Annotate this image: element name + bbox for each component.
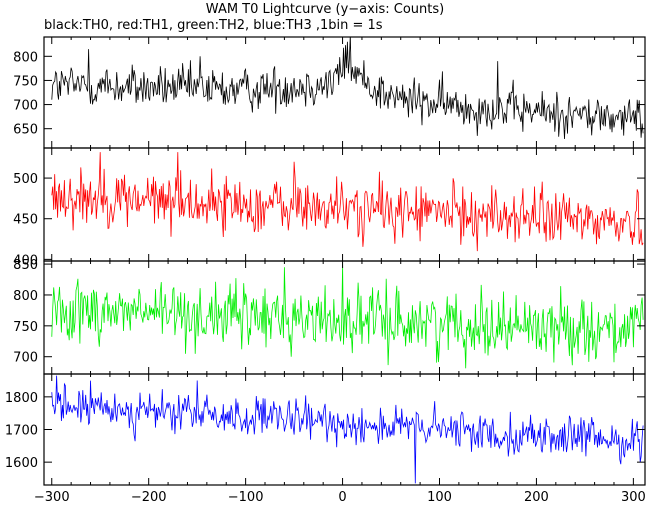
- y-tick-label: 800: [13, 289, 38, 304]
- x-tick-label: 300: [621, 490, 646, 505]
- panel-frame-TH3: [43, 373, 646, 486]
- y-tick-label: 1800: [5, 391, 38, 406]
- chart-title: WAM T0 Lightcurve (y−axis: Counts): [205, 2, 445, 17]
- x-tick-label: −300: [34, 490, 70, 505]
- y-tick-label: 800: [13, 50, 38, 65]
- y-tick-label: 650: [13, 123, 38, 138]
- series-line-TH1: [51, 152, 644, 252]
- y-tick-label: 750: [13, 74, 38, 89]
- y-tick-label: 500: [13, 172, 38, 187]
- panel-frame-TH1: [43, 147, 646, 262]
- y-tick-label: 450: [13, 213, 38, 228]
- y-tick-label: 700: [13, 351, 38, 366]
- x-tick-label: 200: [524, 490, 549, 505]
- chart-subtitle: black:TH0, red:TH1, green:TH2, blue:TH3 …: [44, 18, 383, 33]
- x-tick-label: −200: [131, 490, 167, 505]
- series-line-TH2: [51, 264, 644, 369]
- y-tick-label: 850: [13, 258, 38, 273]
- series-line-TH3: [51, 375, 644, 484]
- series-line-TH0: [51, 37, 644, 140]
- x-tick-label: 100: [427, 490, 452, 505]
- y-tick-label: 1700: [5, 424, 38, 439]
- y-tick-label: 700: [13, 99, 38, 114]
- y-tick-label: 1600: [5, 456, 38, 471]
- x-tick-label: 0: [338, 490, 346, 505]
- x-tick-label: −100: [228, 490, 264, 505]
- y-tick-label: 750: [13, 320, 38, 335]
- y-tick-label: 400: [13, 253, 38, 268]
